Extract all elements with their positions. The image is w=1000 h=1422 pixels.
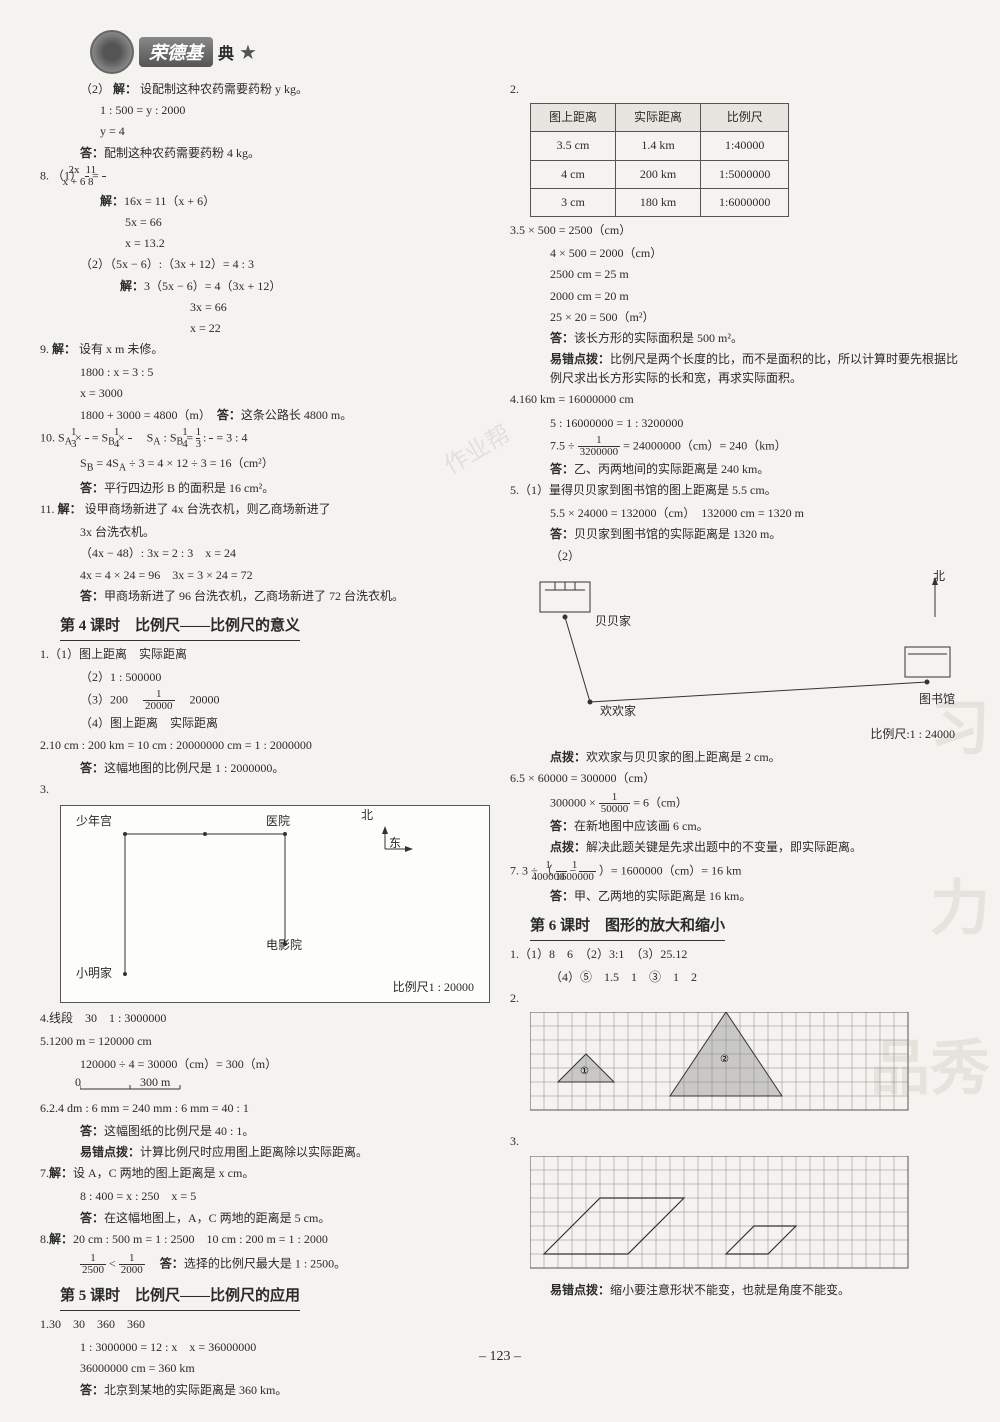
right-column: 2. 图上距离 实际距离 比例尺 3.5 cm1.4 km1:40000 4 c… — [510, 20, 960, 1402]
location-map: 贝贝家 欢欢家 图书馆 北 比例尺:1 : 24000 — [530, 572, 960, 742]
scale-table: 图上距离 实际距离 比例尺 3.5 cm1.4 km1:40000 4 cm20… — [530, 103, 789, 217]
q11: 11. 解： 设甲商场新进了 4x 台洗衣机，则乙商场新进了 — [40, 500, 490, 519]
section-4-title: 第 4 课时 比例尺——比例尺的意义 — [60, 614, 300, 641]
svg-text:②: ② — [720, 1054, 729, 1065]
brand-name: 荣德基 — [139, 37, 213, 67]
side-char-2: 力 — [930, 860, 990, 947]
eq: y = 4 — [40, 122, 490, 141]
star-icon: ★ — [239, 40, 257, 65]
q10: 10. SA × 13 = SB × 14 SA : SB = 14 : 13 … — [40, 427, 490, 451]
q-part2: （2） 解： 设配制这种农药需要药粉 y kg。 — [40, 80, 490, 99]
map-diagram: 少年宫 医院 电影院 小明家 北 东 比例尺1 : 20000 — [60, 805, 490, 1003]
section-6-title: 第 6 课时 图形的放大和缩小 — [530, 914, 725, 941]
eq: 1 : 500 = y : 2000 — [40, 101, 490, 120]
side-char-3: 品秀 — [870, 1020, 990, 1107]
logo-mascot-icon — [90, 30, 134, 74]
page-number: – 123 – — [0, 1349, 1000, 1365]
header-logo: 荣德基 典 ★ — [90, 30, 257, 74]
logo-suffix: 典 — [218, 40, 234, 64]
svg-text:①: ① — [580, 1066, 589, 1077]
q8: 8. （1） 2xx + 6 = 118 — [40, 165, 490, 188]
section-5-title: 第 5 课时 比例尺——比例尺的应用 — [60, 1284, 300, 1311]
left-column: （2） 解： 设配制这种农药需要药粉 y kg。 1 : 500 = y : 2… — [40, 20, 490, 1402]
grid-figure-3 — [530, 1156, 960, 1277]
q9: 9. 解： 设有 x m 未修。 — [40, 340, 490, 359]
